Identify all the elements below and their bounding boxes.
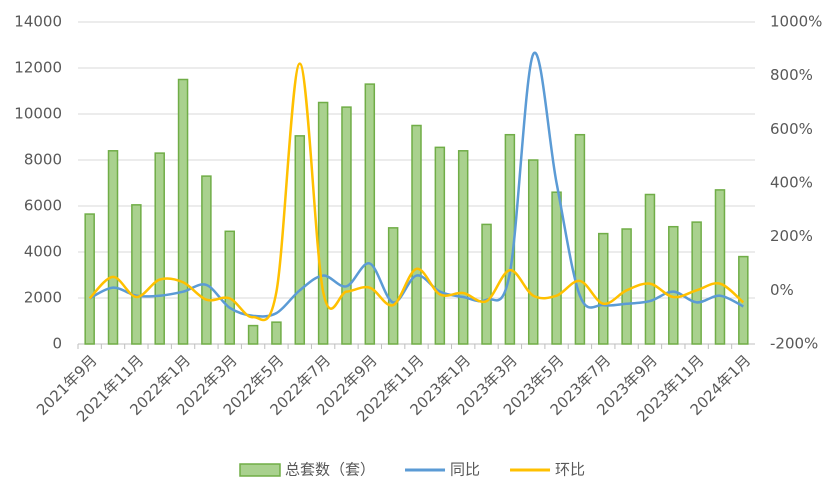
y2-tick-label: -200%: [770, 335, 818, 353]
legend-label: 总套数（套）: [285, 461, 375, 479]
bar: [411, 124, 422, 345]
bar: [598, 232, 609, 345]
y2-tick-label: 800%: [770, 66, 813, 84]
bar: [387, 227, 399, 345]
y2-tick-label: 200%: [770, 227, 813, 245]
bar: [457, 150, 469, 345]
y-tick-label: 14000: [14, 13, 62, 31]
bar: [224, 230, 235, 345]
bar: [317, 101, 329, 345]
bar: [714, 189, 726, 345]
y2-tick-label: 0%: [770, 281, 794, 299]
bar: [621, 228, 632, 345]
bar: [341, 106, 352, 345]
bar: [84, 213, 95, 345]
bar: [247, 324, 259, 345]
line: [88, 62, 745, 322]
bar: [551, 191, 562, 345]
bar: [574, 133, 586, 345]
y2-tick-label: 400%: [770, 174, 813, 192]
bar: [271, 321, 282, 345]
bar: [527, 159, 539, 345]
y-tick-label: 6000: [24, 197, 62, 215]
bar: [364, 83, 376, 345]
y-tick-label: 12000: [14, 59, 62, 77]
bar: [154, 152, 165, 345]
bar: [691, 221, 702, 345]
bar: [294, 135, 306, 345]
bar: [434, 146, 446, 345]
legend-label: 环比: [555, 461, 585, 479]
y2-tick-label: 1000%: [770, 13, 822, 31]
legend-label: 同比: [450, 461, 480, 479]
y-tick-label: 4000: [24, 243, 62, 261]
y-tick-label: 10000: [14, 105, 62, 123]
bar: [481, 223, 492, 345]
bar: [131, 204, 142, 345]
y2-tick-label: 600%: [770, 120, 813, 138]
bar: [738, 255, 749, 345]
y-tick-label: 8000: [24, 151, 62, 169]
line: [89, 51, 744, 318]
bar: [668, 225, 679, 345]
y-tick-label: 0: [52, 335, 62, 353]
bar: [177, 78, 189, 345]
bar: [107, 150, 119, 345]
legend-swatch: [239, 463, 281, 477]
y-tick-label: 2000: [24, 289, 62, 307]
bar: [644, 193, 656, 345]
bar: [201, 175, 212, 345]
